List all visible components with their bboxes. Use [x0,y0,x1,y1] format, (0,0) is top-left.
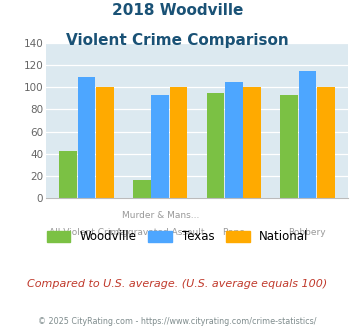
Bar [151,95,169,198]
Text: © 2025 CityRating.com - https://www.cityrating.com/crime-statistics/: © 2025 CityRating.com - https://www.city… [38,317,317,326]
Bar [225,82,243,198]
Legend: Woodville, Texas, National: Woodville, Texas, National [42,226,313,248]
Bar [299,71,316,198]
Bar [96,87,114,198]
Text: Compared to U.S. average. (U.S. average equals 100): Compared to U.S. average. (U.S. average … [27,279,328,289]
Bar [317,87,335,198]
Text: Murder & Mans...: Murder & Mans... [121,211,199,220]
Text: Violent Crime Comparison: Violent Crime Comparison [66,33,289,48]
Text: 2018 Woodville: 2018 Woodville [112,3,243,18]
Bar [59,151,77,198]
Text: All Violent Crime: All Violent Crime [49,228,125,237]
Text: Robbery: Robbery [289,228,326,237]
Text: Aggravated Assault: Aggravated Assault [116,228,204,237]
Bar [280,95,298,198]
Bar [78,77,95,198]
Text: Rape: Rape [222,228,245,237]
Bar [207,93,224,198]
Bar [133,180,151,198]
Bar [244,87,261,198]
Bar [170,87,187,198]
